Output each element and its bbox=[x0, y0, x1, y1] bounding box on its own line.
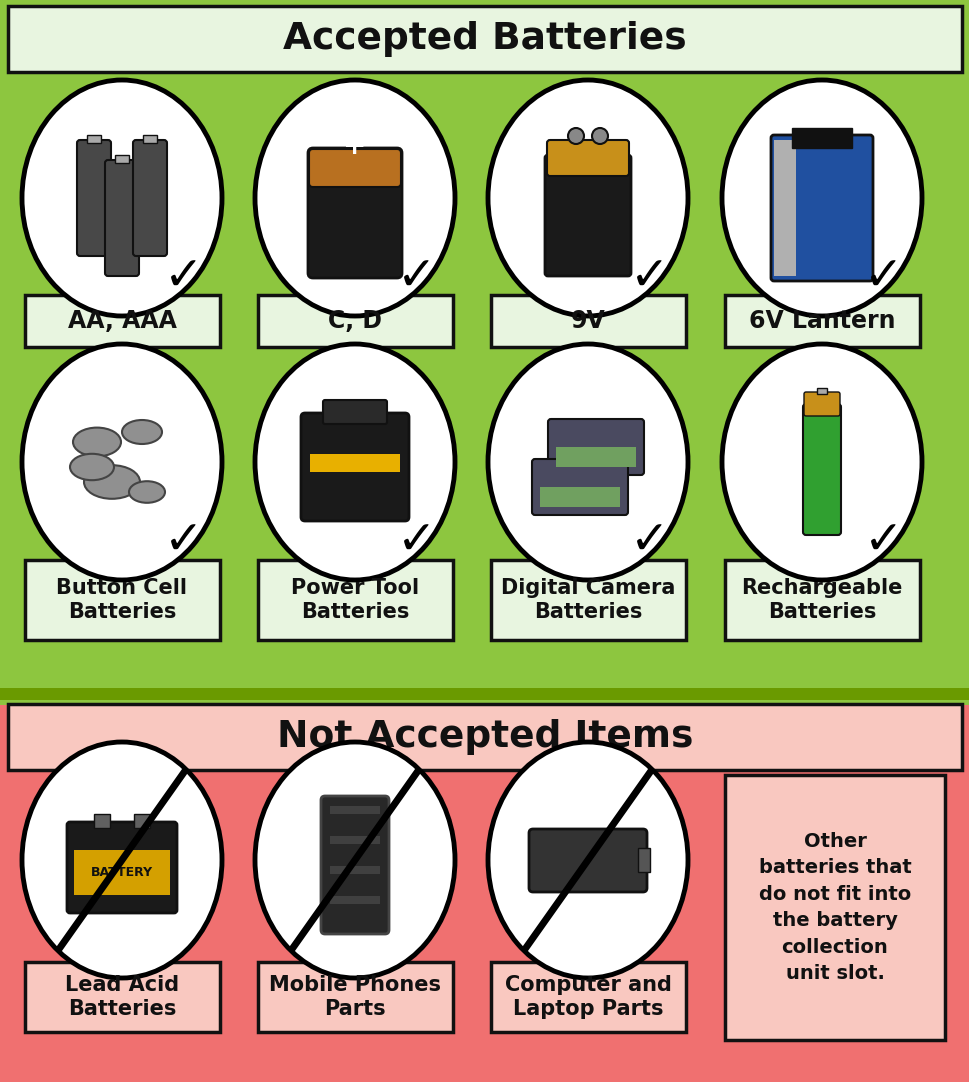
Bar bbox=[74, 850, 170, 895]
Text: Rechargeable
Batteries: Rechargeable Batteries bbox=[740, 578, 902, 622]
Bar bbox=[115, 155, 129, 163]
Bar bbox=[638, 848, 649, 872]
Text: Not Accepted Items: Not Accepted Items bbox=[276, 720, 693, 755]
FancyBboxPatch shape bbox=[105, 160, 139, 276]
Bar bbox=[25, 560, 220, 639]
Text: ✓: ✓ bbox=[164, 519, 203, 565]
Bar bbox=[490, 560, 685, 639]
FancyBboxPatch shape bbox=[308, 148, 401, 278]
Text: ✓: ✓ bbox=[630, 519, 670, 565]
Ellipse shape bbox=[487, 344, 687, 580]
Bar bbox=[724, 560, 919, 639]
FancyBboxPatch shape bbox=[531, 459, 627, 515]
Bar bbox=[490, 962, 685, 1032]
Text: C, D: C, D bbox=[328, 309, 382, 333]
FancyBboxPatch shape bbox=[547, 419, 643, 475]
Ellipse shape bbox=[721, 80, 922, 316]
Bar bbox=[25, 962, 220, 1032]
Text: Computer and
Laptop Parts: Computer and Laptop Parts bbox=[504, 975, 671, 1019]
Ellipse shape bbox=[487, 80, 687, 316]
Bar bbox=[540, 487, 619, 507]
Bar bbox=[724, 775, 944, 1040]
Text: Power Tool
Batteries: Power Tool Batteries bbox=[291, 578, 419, 622]
Ellipse shape bbox=[22, 742, 222, 978]
Bar bbox=[555, 447, 636, 467]
Text: ✓: ✓ bbox=[863, 519, 903, 565]
Bar bbox=[329, 836, 380, 844]
Text: ✓: ✓ bbox=[396, 519, 436, 565]
FancyBboxPatch shape bbox=[321, 796, 389, 934]
Ellipse shape bbox=[255, 742, 454, 978]
Text: ✓: ✓ bbox=[164, 255, 203, 301]
Text: Mobile Phones
Parts: Mobile Phones Parts bbox=[268, 975, 441, 1019]
Bar bbox=[94, 814, 109, 828]
Text: 9V: 9V bbox=[570, 309, 605, 333]
Bar bbox=[87, 135, 101, 143]
FancyBboxPatch shape bbox=[309, 149, 400, 187]
Bar bbox=[329, 896, 380, 903]
Text: +: + bbox=[343, 132, 366, 160]
Bar bbox=[724, 295, 919, 347]
Bar bbox=[8, 6, 961, 72]
Bar bbox=[258, 560, 453, 639]
FancyBboxPatch shape bbox=[803, 392, 839, 415]
FancyBboxPatch shape bbox=[547, 140, 628, 176]
Text: Other
batteries that
do not fit into
the battery
collection
unit slot.: Other batteries that do not fit into the… bbox=[758, 832, 911, 984]
Bar bbox=[310, 454, 399, 472]
FancyBboxPatch shape bbox=[323, 400, 387, 424]
Text: Lead Acid
Batteries: Lead Acid Batteries bbox=[65, 975, 179, 1019]
FancyBboxPatch shape bbox=[802, 404, 840, 535]
Text: 6V Lantern: 6V Lantern bbox=[748, 309, 894, 333]
Text: Accepted Batteries: Accepted Batteries bbox=[283, 21, 686, 57]
Ellipse shape bbox=[255, 80, 454, 316]
Bar bbox=[258, 295, 453, 347]
Bar bbox=[816, 388, 827, 394]
Text: ✓: ✓ bbox=[630, 255, 670, 301]
Ellipse shape bbox=[70, 453, 114, 480]
FancyBboxPatch shape bbox=[67, 822, 176, 913]
Bar bbox=[791, 128, 851, 148]
Ellipse shape bbox=[122, 420, 162, 444]
FancyBboxPatch shape bbox=[77, 140, 110, 256]
Ellipse shape bbox=[487, 742, 687, 978]
Bar bbox=[329, 806, 380, 814]
Bar bbox=[134, 814, 150, 828]
FancyBboxPatch shape bbox=[545, 155, 631, 276]
Bar bbox=[0, 0, 969, 695]
Ellipse shape bbox=[721, 344, 922, 580]
Bar bbox=[8, 704, 961, 770]
Bar bbox=[490, 295, 685, 347]
Bar bbox=[25, 295, 220, 347]
Text: AA, AAA: AA, AAA bbox=[68, 309, 176, 333]
Ellipse shape bbox=[129, 481, 165, 503]
Text: ✓: ✓ bbox=[396, 255, 436, 301]
Ellipse shape bbox=[84, 465, 140, 499]
FancyBboxPatch shape bbox=[300, 413, 409, 522]
Bar bbox=[0, 705, 969, 1082]
FancyBboxPatch shape bbox=[770, 135, 872, 281]
Bar bbox=[773, 140, 796, 276]
Ellipse shape bbox=[255, 344, 454, 580]
Text: Digital Camera
Batteries: Digital Camera Batteries bbox=[500, 578, 674, 622]
Ellipse shape bbox=[22, 344, 222, 580]
Text: Button Cell
Batteries: Button Cell Batteries bbox=[56, 578, 187, 622]
Bar bbox=[0, 688, 969, 700]
Ellipse shape bbox=[73, 427, 121, 457]
Ellipse shape bbox=[22, 80, 222, 316]
Bar bbox=[258, 962, 453, 1032]
Bar bbox=[142, 135, 157, 143]
Text: BATTERY: BATTERY bbox=[91, 866, 153, 879]
Circle shape bbox=[591, 128, 608, 144]
FancyBboxPatch shape bbox=[528, 829, 646, 892]
Bar bbox=[329, 866, 380, 874]
FancyBboxPatch shape bbox=[133, 140, 167, 256]
Text: ✓: ✓ bbox=[863, 255, 903, 301]
Circle shape bbox=[568, 128, 583, 144]
